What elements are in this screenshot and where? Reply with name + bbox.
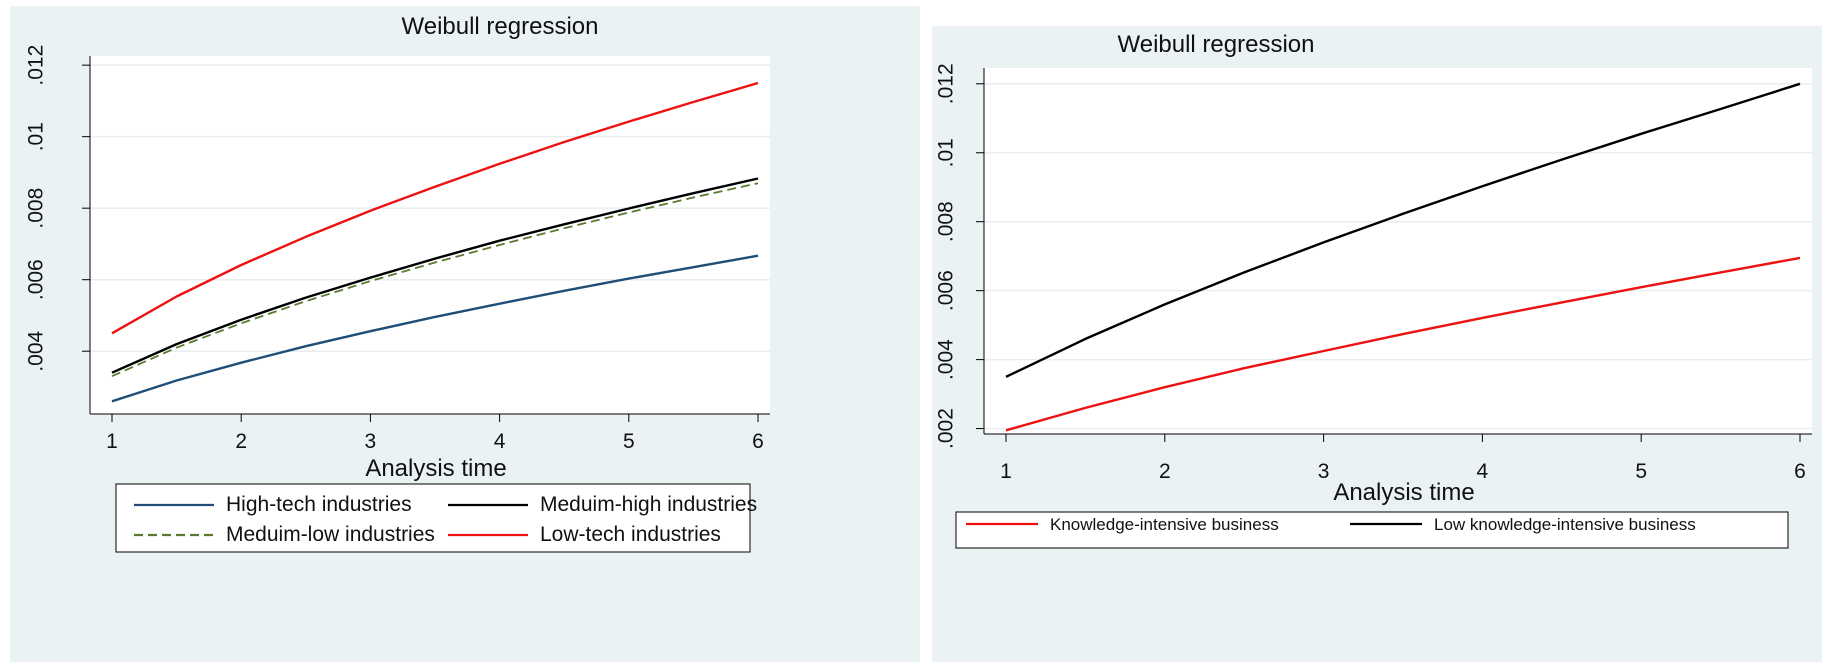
x-axis-title: Analysis time [1333,479,1474,506]
x-tick-label: 4 [1477,460,1489,483]
plot-area [984,68,1812,434]
series-line-2 [111,182,759,378]
y-tick-label: .002 [935,408,958,449]
chart-left: Weibull regression .004 .006 .008 .01 .012 1 2 3… [25,13,770,553]
x-tick-label: 6 [1794,460,1806,483]
x-tick-label: 2 [1159,460,1171,483]
series-line-0 [1005,256,1801,432]
y-tick-label: .012 [25,45,48,86]
y-tick-label: .004 [935,339,958,380]
chart-title: Weibull regression [1118,31,1315,58]
legend-box [955,511,1789,549]
series-line-3 [111,81,759,335]
series-line-1 [1005,82,1801,378]
chart-title: Weibull regression [402,13,599,40]
x-tick-label: 5 [1635,460,1647,483]
x-axis-title: Analysis time [365,455,506,482]
x-tick-label: 3 [365,430,377,453]
y-tick-label: .006 [935,270,958,311]
y-tick-label: .008 [25,188,48,229]
legend-label: High-tech industries [226,493,412,516]
chart-panel-right: Weibull regression .002 .004 .006 .008 .01 .01… [932,26,1822,662]
x-tick-label: 5 [623,430,635,453]
x-tick-label: 2 [235,430,247,453]
y-tick-label: .01 [25,122,48,151]
chart-right: Weibull regression .002 .004 .006 .008 .01 .01… [935,31,1812,549]
y-tick-label: .012 [935,63,958,104]
chart-panel-left: Weibull regression .004 .006 .008 .01 .012 1 2 3… [10,6,920,662]
y-tick-label: .006 [25,259,48,300]
x-tick-label: 1 [1000,460,1012,483]
legend-label: Meduim-low industries [226,523,435,546]
x-tick-label: 3 [1318,460,1330,483]
y-tick-label: .004 [25,330,48,371]
x-tick-label: 4 [494,430,506,453]
y-tick-label: .01 [935,138,958,167]
series-line-0 [111,254,759,403]
legend-label: Meduim-high industries [540,493,757,516]
legend-label: Low-tech industries [540,523,721,546]
series-line-1 [111,177,759,374]
plot-area [90,56,770,414]
x-tick-label: 1 [106,430,118,453]
legend-box [115,483,751,553]
y-tick-label: .008 [935,201,958,242]
legend-label: Low knowledge-intensive business [1434,515,1696,534]
x-tick-label: 6 [752,430,764,453]
legend-label: Knowledge-intensive business [1050,515,1279,534]
